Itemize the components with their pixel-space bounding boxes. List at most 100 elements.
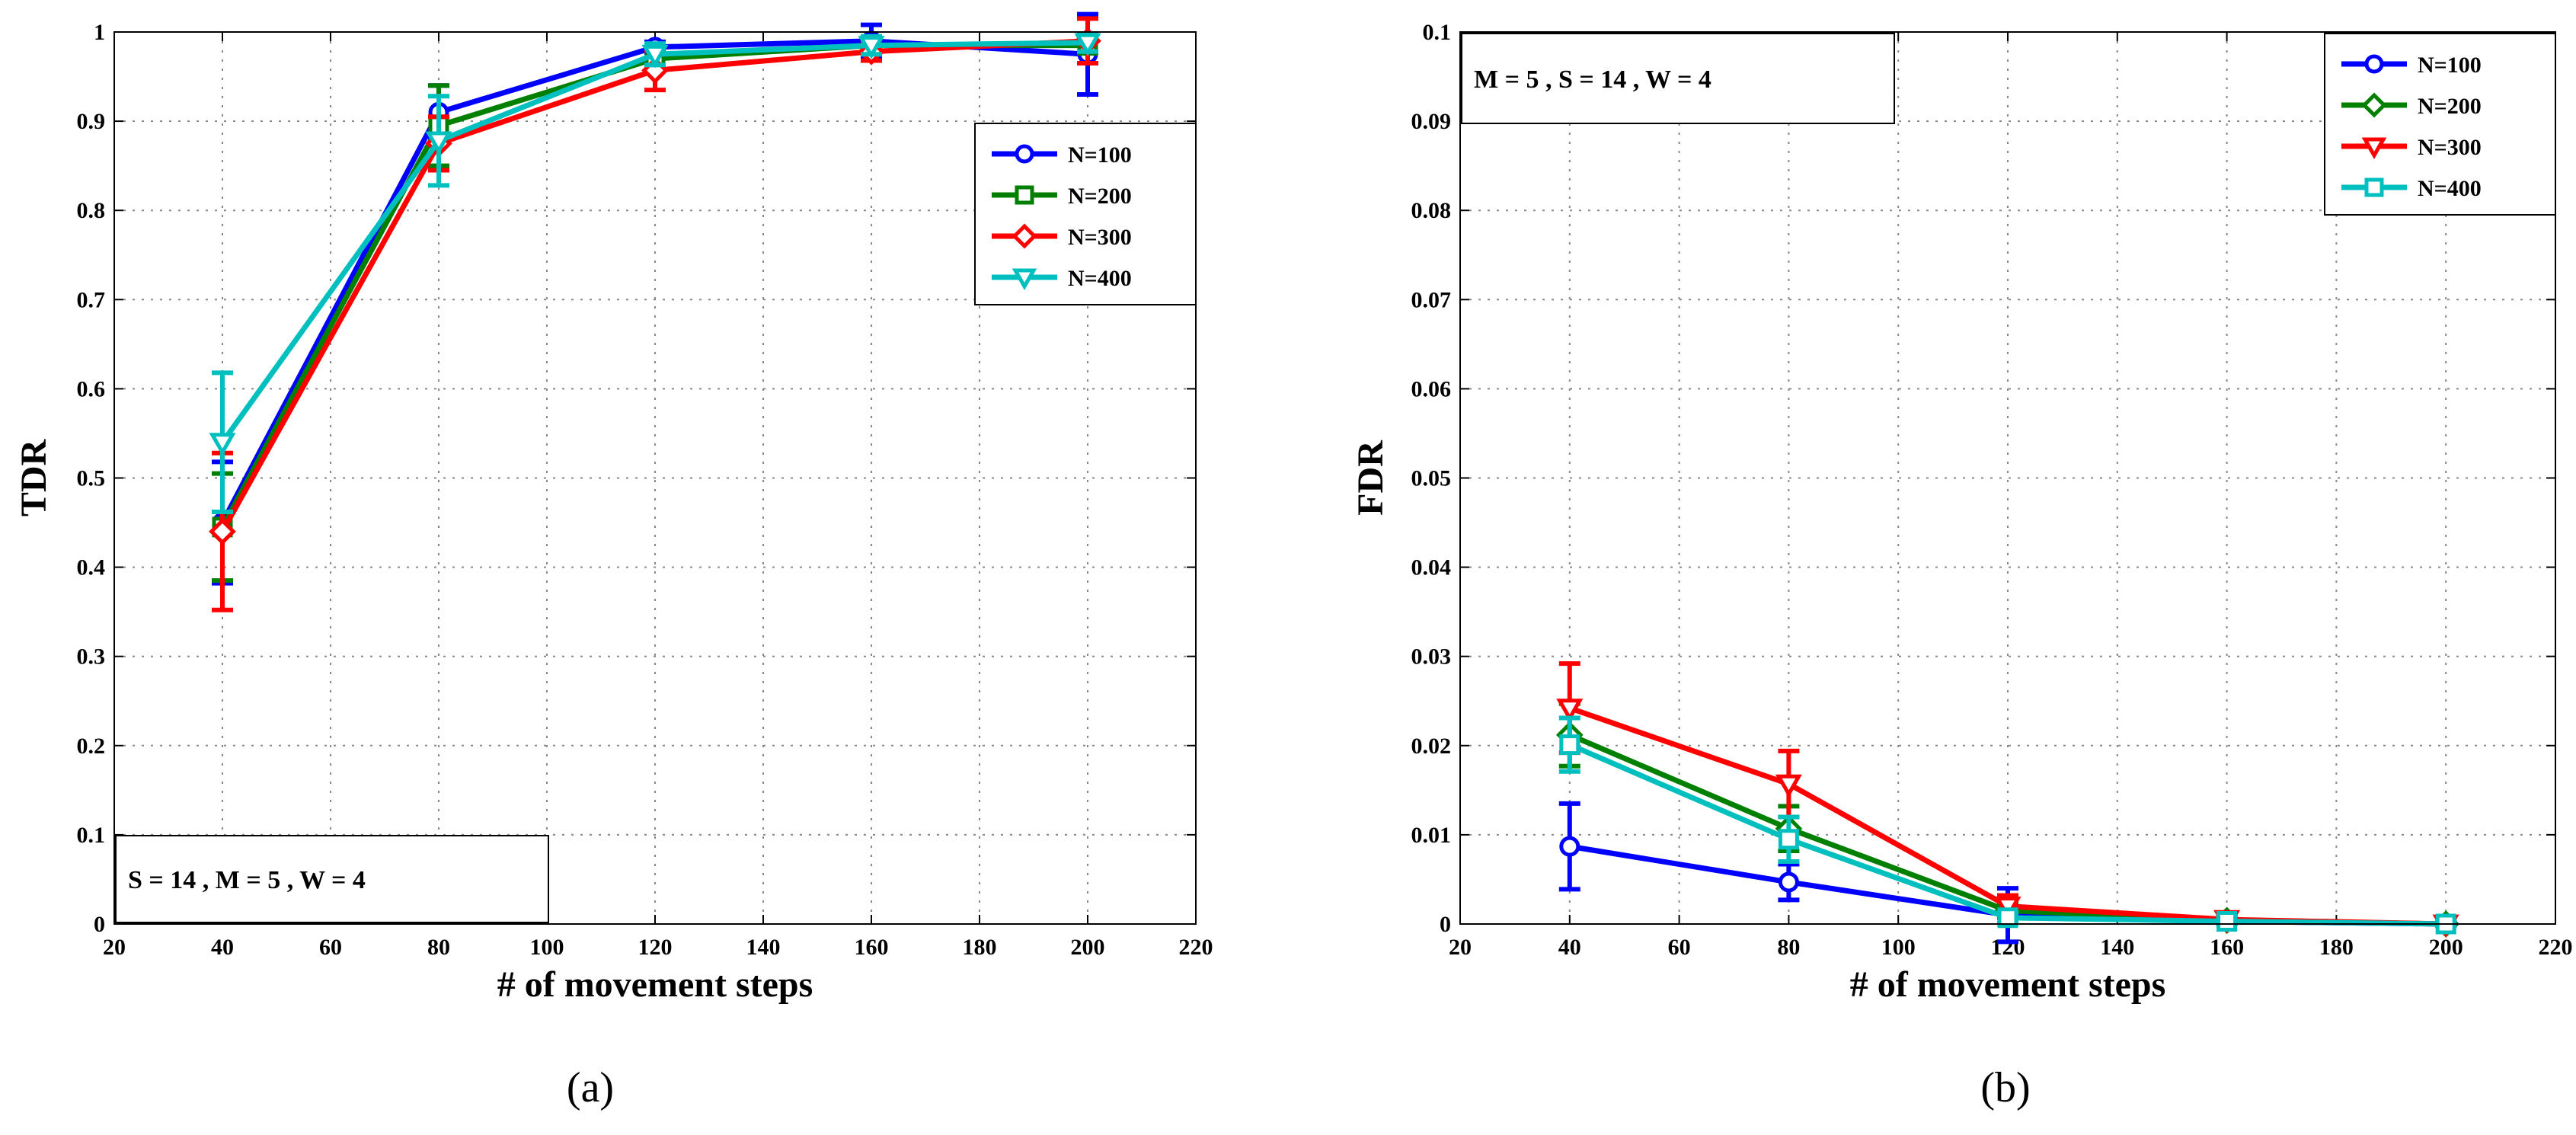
legend-label: N=100	[1068, 142, 1132, 168]
data-point	[2216, 910, 2238, 932]
x-tick-label: 100	[1881, 935, 1916, 960]
annotation-box	[1461, 33, 1895, 124]
y-tick-label: 0.02	[1411, 734, 1452, 759]
legend-label: N=300	[2418, 135, 2482, 160]
chart-panel-a: 20 40 60 80 100 120 140 160 180 200 220 0 0.1 0.2 0.3 0…	[14, 11, 1213, 1111]
y-tick-label: 0	[1440, 912, 1451, 937]
legend-marker	[1012, 268, 1037, 291]
y-tick-label: 0.01	[1411, 823, 1452, 848]
y-tick-label: 0	[94, 912, 105, 937]
x-tick-label: 200	[2429, 935, 2463, 960]
y-tick-label: 0.09	[1411, 109, 1452, 134]
y-tick-label: 0.04	[1411, 555, 1452, 580]
data-point	[1994, 897, 2021, 920]
x-tick-label: 40	[1558, 935, 1581, 960]
legend-label: N=400	[2418, 176, 2482, 201]
figure-caption: (b)	[1980, 1064, 2030, 1111]
legend-label: N=400	[1068, 266, 1132, 291]
legend-item: N=100	[992, 142, 1132, 168]
annotation-box	[115, 835, 549, 923]
x-tick-label: 20	[1449, 935, 1472, 960]
x-tick-label: 100	[530, 935, 564, 960]
x-tick-label: 220	[1179, 935, 1213, 960]
legend-label: N=200	[2418, 94, 2482, 119]
y-tick-label: 0.1	[77, 823, 106, 848]
legend-marker	[1015, 144, 1034, 164]
data-point	[641, 44, 669, 69]
legend-marker	[2364, 54, 2384, 74]
x-axis-label: # of movement steps	[497, 964, 813, 1005]
y-tick-label: 0.6	[77, 376, 106, 401]
x-tick-label: 200	[1071, 935, 1105, 960]
legend-item: N=100	[2341, 53, 2482, 78]
figure-caption: (a)	[567, 1064, 614, 1111]
y-tick-label: 0.06	[1411, 376, 1452, 401]
y-tick-label: 1	[94, 20, 105, 45]
data-point	[1997, 907, 2018, 929]
x-tick-label: 160	[855, 935, 889, 960]
x-tick-label: 80	[1777, 935, 1800, 960]
y-tick-label: 0.08	[1411, 198, 1452, 223]
legend-item: N=400	[992, 266, 1132, 291]
data-point	[209, 433, 236, 456]
axes-box	[113, 31, 1197, 925]
y-tick-label: 0.05	[1411, 466, 1452, 491]
series-n-400	[1558, 715, 2457, 935]
legend: N=100 N=200 N=300 N=400	[2324, 33, 2556, 216]
legend-item: N=300	[992, 223, 1132, 250]
x-tick-label: 180	[963, 935, 997, 960]
legend-item: N=200	[2341, 92, 2482, 119]
annotation-text: S = 14 , M = 5 , W = 4	[128, 866, 366, 894]
data-point	[1074, 33, 1101, 57]
legend-item: N=400	[2341, 176, 2482, 201]
data-point	[1775, 774, 1802, 798]
x-tick-label: 120	[638, 935, 673, 960]
y-tick-label: 0.03	[1411, 644, 1452, 670]
y-axis-label: TDR	[14, 438, 54, 516]
y-tick-label: 0.4	[77, 555, 106, 580]
x-tick-label: 60	[319, 935, 342, 960]
y-tick-label: 0.5	[77, 466, 106, 491]
x-tick-label: 220	[2539, 935, 2573, 960]
y-tick-label: 0.8	[77, 198, 106, 223]
y-tick-label: 0.1	[1423, 20, 1452, 45]
annotation-text: M = 5 , S = 14 , W = 4	[1474, 66, 1711, 94]
data-point	[858, 36, 885, 59]
legend-item: N=200	[992, 184, 1132, 209]
legend-marker	[2361, 92, 2387, 118]
axes-box	[1459, 31, 2556, 925]
legend-marker	[1012, 223, 1037, 249]
data-point	[1778, 871, 1799, 893]
x-tick-label: 20	[103, 935, 126, 960]
legend-item: N=300	[2341, 135, 2482, 160]
x-tick-label: 160	[2210, 935, 2244, 960]
chart-panel-b: 20 40 60 80 100 120 140 160 180 200 22000.010.020.…	[1350, 20, 2573, 1111]
series-n-400	[209, 31, 1101, 514]
legend-label: N=200	[1068, 184, 1132, 209]
y-tick-label: 0.07	[1411, 287, 1452, 312]
y-tick-label: 0.2	[77, 734, 106, 759]
x-tick-label: 80	[427, 935, 450, 960]
x-tick-label: 60	[1668, 935, 1691, 960]
x-tick-label: 140	[746, 935, 781, 960]
y-tick-label: 0.7	[77, 287, 106, 312]
legend-marker	[2361, 137, 2387, 160]
x-tick-label: 40	[211, 935, 234, 960]
legend: N=100 N=200 N=300 N=400	[974, 123, 1197, 305]
data-point	[1556, 699, 1584, 722]
legend-marker	[2364, 177, 2384, 197]
y-axis-label: FDR	[1350, 440, 1391, 516]
data-point	[425, 131, 452, 155]
legend-label: N=300	[1068, 225, 1132, 250]
y-tick-label: 0.9	[77, 109, 106, 134]
data-point	[209, 517, 236, 545]
legend-marker	[1015, 185, 1034, 205]
x-tick-label: 180	[2319, 935, 2354, 960]
y-tick-label: 0.3	[77, 644, 106, 670]
legend-label: N=100	[2418, 53, 2482, 78]
x-tick-label: 140	[2100, 935, 2134, 960]
data-point	[1778, 829, 1799, 850]
data-point	[1559, 836, 1580, 857]
x-axis-label: # of movement steps	[1850, 964, 2166, 1005]
